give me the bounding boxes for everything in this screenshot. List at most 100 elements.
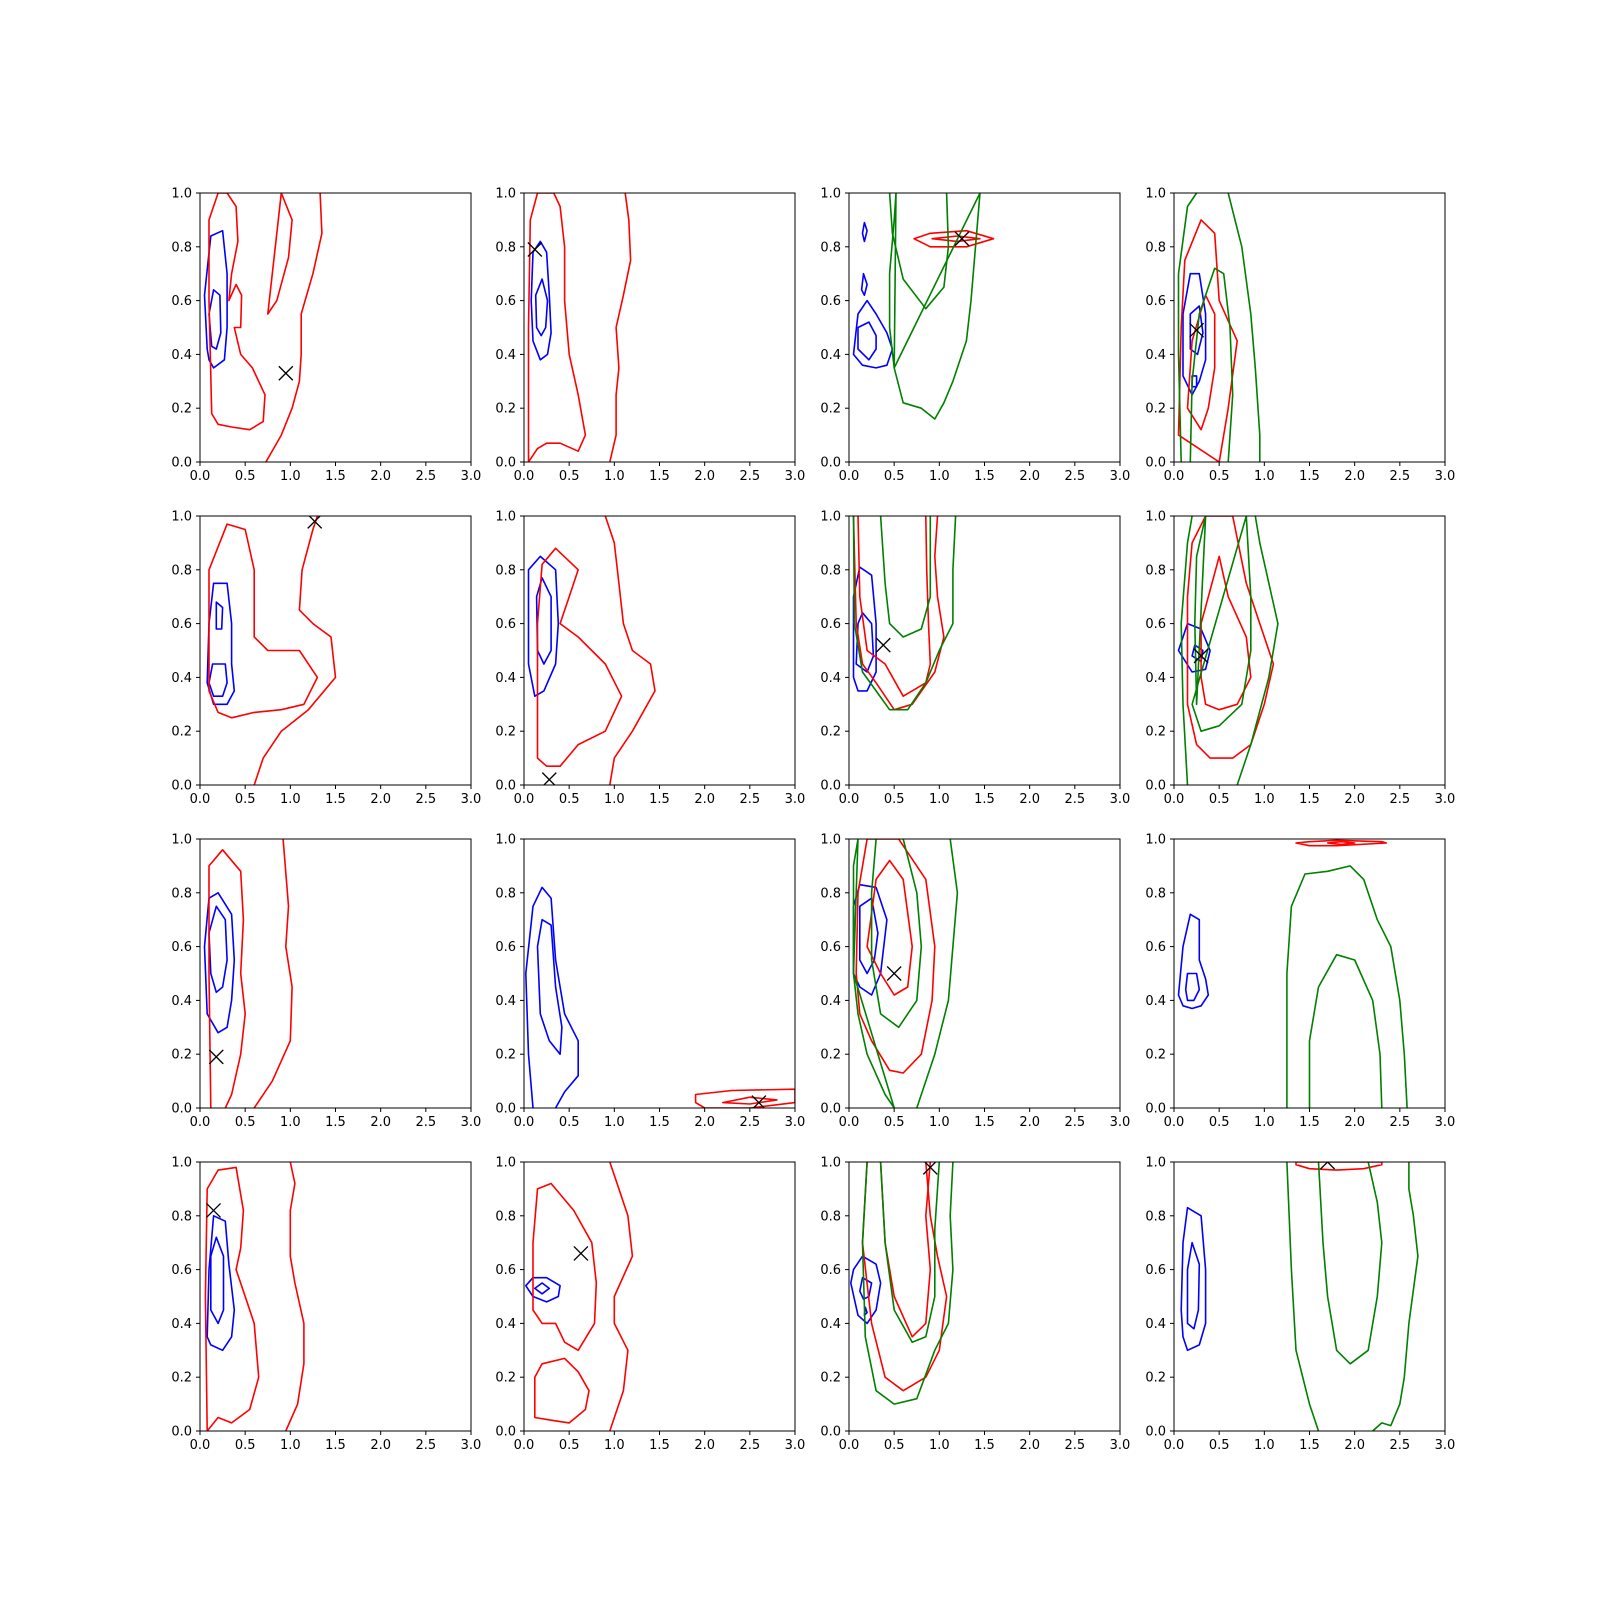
x-tick-label: 0.0 — [1164, 469, 1185, 484]
x-tick-label: 0.0 — [190, 792, 211, 807]
green-contour-line — [1317, 1162, 1383, 1365]
subplot-1-2: 0.0 0.5 1.0 1.5 2.0 2.5 3.0 0.0 0.2 0.4 0.6 0.8 1.0 — [820, 510, 1130, 808]
red-contour-line — [208, 193, 266, 431]
x-tick-label: 0.0 — [514, 469, 535, 484]
x-tick-label: 2.0 — [1344, 1438, 1365, 1453]
y-tick-label: 0.6 — [495, 294, 516, 309]
blue-contour-line — [1189, 305, 1204, 356]
blue-contour-line — [208, 663, 228, 698]
x-marker — [208, 1049, 224, 1065]
y-tick-label: 1.0 — [1145, 1156, 1166, 1171]
y-tick-label: 0.4 — [495, 348, 516, 363]
blue-contour-line — [536, 918, 563, 1055]
y-tick-label: 0.0 — [1145, 1102, 1166, 1117]
x-tick-label: 0.0 — [839, 792, 860, 807]
y-tick-label: 1.0 — [495, 510, 516, 525]
x-tick-label: 3.0 — [785, 792, 806, 807]
green-contour-line — [1236, 516, 1279, 785]
y-tick-label: 0.0 — [820, 456, 841, 471]
green-contour-line — [1180, 516, 1193, 785]
y-tick-label: 0.8 — [1145, 240, 1166, 255]
x-tick-label: 0.5 — [1209, 1115, 1230, 1130]
red-contour-line — [536, 547, 623, 768]
x-tick-label: 0.0 — [1164, 1115, 1185, 1130]
y-tick-label: 0.0 — [171, 456, 192, 471]
x-tick-label: 0.5 — [884, 792, 905, 807]
green-contour-line — [888, 193, 897, 369]
x-tick-label: 2.0 — [694, 1438, 715, 1453]
green-contour-line — [852, 516, 957, 711]
y-tick-label: 0.8 — [495, 240, 516, 255]
contour-group — [527, 193, 632, 462]
x-tick-label: 0.5 — [235, 1438, 256, 1453]
x-marker — [1189, 322, 1205, 338]
x-tick-label: 0.5 — [884, 469, 905, 484]
x-tick-label: 1.0 — [604, 469, 625, 484]
subplot-3-0: 0.0 0.5 1.0 1.5 2.0 2.5 3.0 0.0 0.2 0.4 0.6 0.8 1.0 — [171, 1156, 481, 1454]
x-tick-label: 2.5 — [739, 469, 760, 484]
x-tick-label: 1.0 — [1254, 1438, 1275, 1453]
x-tick-label: 2.5 — [1389, 1438, 1410, 1453]
x-tick-label: 2.0 — [694, 469, 715, 484]
x-tick-label: 1.5 — [974, 1438, 995, 1453]
x-tick-label: 2.0 — [1344, 469, 1365, 484]
x-tick-label: 2.5 — [415, 792, 436, 807]
y-tick-label: 1.0 — [171, 187, 192, 202]
contour-group — [849, 1162, 954, 1405]
green-contour-line — [916, 839, 959, 1108]
x-tick-label: 0.0 — [1164, 792, 1185, 807]
x-tick-label: 1.0 — [929, 792, 950, 807]
x-tick-label: 2.0 — [370, 469, 391, 484]
y-tick-label: 0.8 — [820, 240, 841, 255]
red-contour-line — [285, 1162, 305, 1431]
blue-contour-line — [524, 886, 580, 1108]
green-contour-line — [870, 839, 923, 1029]
x-tick-label: 2.0 — [370, 1115, 391, 1130]
y-tick-label: 0.6 — [495, 940, 516, 955]
x-tick-label: 0.0 — [190, 1115, 211, 1130]
y-tick-label: 1.0 — [820, 1156, 841, 1171]
y-tick-label: 0.0 — [495, 1425, 516, 1440]
x-tick-label: 2.0 — [370, 792, 391, 807]
blue-contour-line — [210, 1236, 225, 1325]
y-tick-label: 0.4 — [495, 994, 516, 1009]
red-contour-line — [604, 516, 656, 785]
y-tick-label: 0.4 — [171, 994, 192, 1009]
blue-contour-line — [533, 1282, 551, 1295]
y-tick-label: 0.8 — [1145, 886, 1166, 901]
x-tick-label: 2.0 — [694, 1115, 715, 1130]
y-tick-label: 1.0 — [495, 833, 516, 848]
x-tick-label: 3.0 — [461, 469, 482, 484]
x-tick-label: 2.0 — [370, 1438, 391, 1453]
x-tick-label: 2.5 — [1064, 1438, 1085, 1453]
x-tick-label: 0.0 — [839, 469, 860, 484]
y-tick-label: 0.4 — [1145, 671, 1166, 686]
y-tick-label: 0.2 — [171, 1371, 192, 1386]
green-contour-line — [852, 972, 896, 1108]
x-marker — [307, 516, 323, 529]
y-tick-label: 0.2 — [1145, 402, 1166, 417]
green-contour-line — [1227, 193, 1261, 462]
red-contour-line — [1186, 516, 1275, 759]
y-tick-label: 0.2 — [1145, 725, 1166, 740]
y-tick-label: 0.2 — [1145, 1048, 1166, 1063]
y-tick-label: 0.6 — [1145, 1263, 1166, 1278]
x-marker — [875, 637, 891, 653]
y-tick-label: 0.8 — [495, 563, 516, 578]
y-tick-label: 1.0 — [820, 510, 841, 525]
x-tick-label: 3.0 — [1435, 792, 1456, 807]
x-tick-label: 1.5 — [649, 1438, 670, 1453]
subplot-1-1: 0.0 0.5 1.0 1.5 2.0 2.5 3.0 0.0 0.2 0.4 0.6 0.8 1.0 — [495, 510, 805, 808]
x-tick-label: 2.5 — [1064, 1115, 1085, 1130]
x-tick-label: 0.5 — [1209, 469, 1230, 484]
x-tick-label: 0.0 — [1164, 1438, 1185, 1453]
subplot-3-3: 0.0 0.5 1.0 1.5 2.0 2.5 3.0 0.0 0.2 0.4 0.6 0.8 1.0 — [1145, 1156, 1455, 1454]
y-tick-label: 0.4 — [171, 348, 192, 363]
red-contour-line — [204, 1166, 260, 1431]
x-tick-label: 2.0 — [694, 792, 715, 807]
x-marker — [278, 365, 294, 381]
y-tick-label: 0.4 — [820, 994, 841, 1009]
subplot-3-2: 0.0 0.5 1.0 1.5 2.0 2.5 3.0 0.0 0.2 0.4 0.6 0.8 1.0 — [820, 1156, 1130, 1454]
subplot-grid: 0.0 0.5 1.0 1.5 2.0 2.5 3.00.00.20.40.60.81.00… — [171, 187, 1455, 1454]
